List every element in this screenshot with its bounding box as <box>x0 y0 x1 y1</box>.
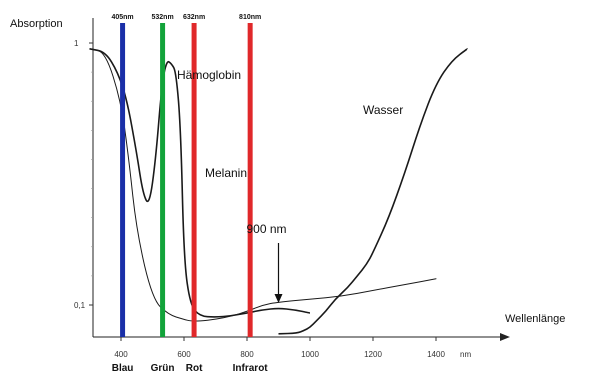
x-tick-label: 1000 <box>301 350 319 359</box>
laser-bar-405 <box>120 23 126 337</box>
annotation-arrow-head <box>274 294 283 303</box>
x-axis-title: Wellenlänge <box>505 313 565 325</box>
series-line-melanin <box>89 48 437 322</box>
laser-wavelength-label: 632nm <box>183 14 205 21</box>
x-tick-label: 800 <box>240 350 254 359</box>
x-tick-label: 1400 <box>427 350 445 359</box>
series-label-wasser: Wasser <box>363 103 403 117</box>
laser-bar-632 <box>191 23 197 337</box>
y-axis-title: Absorption <box>10 18 63 30</box>
y-tick-label: 1 <box>74 39 79 48</box>
x-tick-label: 400 <box>114 350 128 359</box>
series-label-melanin: Melanin <box>205 166 247 180</box>
x-tick-label: 600 <box>177 350 191 359</box>
x-unit-label: nm <box>460 350 471 359</box>
laser-bar-532 <box>160 23 166 337</box>
x-tick-label: 1200 <box>364 350 382 359</box>
laser-wavelength-label: 532nm <box>151 14 173 21</box>
laser-band-label: Infrarot <box>233 363 269 374</box>
laser-band-label: Rot <box>186 363 203 374</box>
series-line-wasser <box>278 47 469 335</box>
laser-band-label: Blau <box>112 363 134 374</box>
laser-bar-810 <box>247 23 253 337</box>
series-label-hämoglobin: Hämoglobin <box>177 68 241 82</box>
y-tick-label: 0,1 <box>74 301 86 310</box>
annotation-label: 900 nm <box>247 222 287 236</box>
laser-band-label: Grün <box>151 363 175 374</box>
laser-wavelength-label: 810nm <box>239 14 261 21</box>
laser-wavelength-label: 405nm <box>111 14 133 21</box>
series-line-hämoglobin <box>89 48 311 318</box>
x-axis-arrow <box>500 333 510 341</box>
